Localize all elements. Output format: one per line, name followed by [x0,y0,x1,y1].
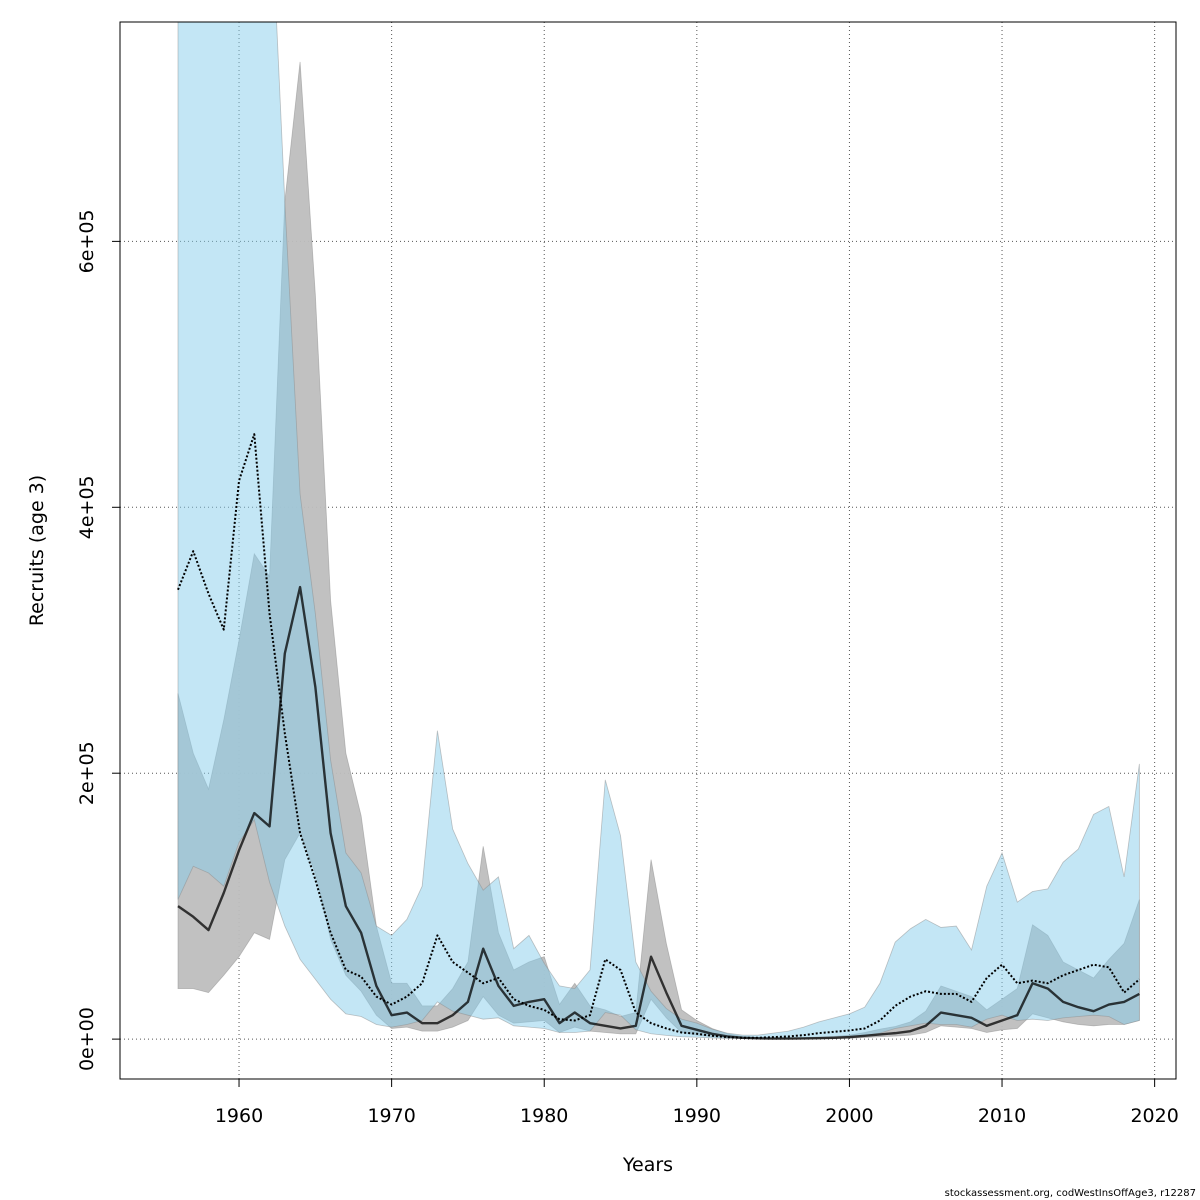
x-axis: 1960 1970 1980 1990 2000 2010 2020 [215,1079,1179,1127]
y-axis: 0e+00 2e+05 4e+05 6e+05 [76,209,120,1071]
x-tick-label-2: 1980 [520,1105,568,1127]
series-line-0 [177,585,1140,1040]
series-line-1 [177,433,1141,1039]
x-tick-label-1: 1970 [367,1105,415,1127]
plot-frame [119,21,1177,1080]
footer-credit: stockassessment.org, codWestInsOffAge3, … [945,1188,1196,1199]
y-tick-label-1: 2e+05 [76,741,98,805]
confidence-band-1 [177,22,1140,1040]
y-tick-label-3: 6e+05 [76,209,98,273]
x-tick-label-3: 1990 [673,1105,721,1127]
x-tick-label-5: 2010 [978,1105,1026,1127]
x-tick-label-4: 2000 [825,1105,873,1127]
x-tick-label-0: 1960 [215,1105,263,1127]
y-tick-label-2: 4e+05 [76,475,98,539]
series-lines [177,433,1141,1040]
confidence-bands [177,22,1140,1040]
y-axis-title: Recruits (age 3) [26,475,48,626]
y-tick-label-0: 0e+00 [76,1007,98,1071]
x-tick-label-6: 2020 [1130,1105,1178,1127]
x-axis-title: Years [622,1154,673,1176]
